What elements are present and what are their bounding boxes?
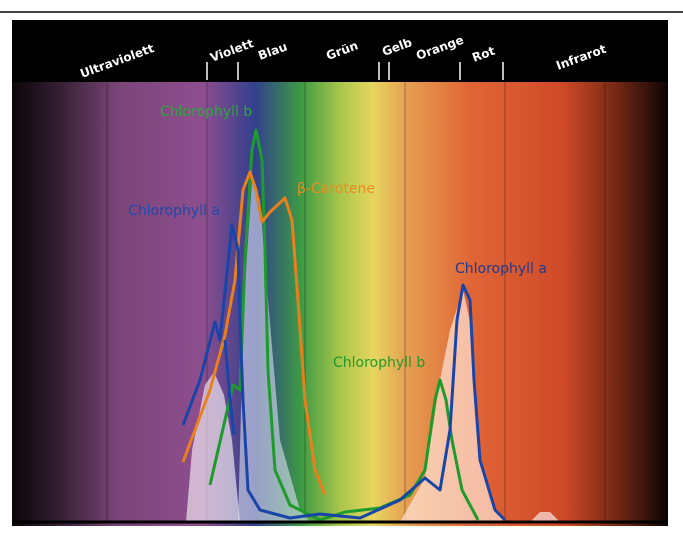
curve-label: Chlorophyll a [455, 261, 547, 277]
curve-label: Chlorophyll b [160, 104, 252, 120]
curve-label: Chlorophyll b [333, 355, 425, 371]
spectrum-diagram: Ultraviolett Violett Blau Grün Gelb Oran… [0, 0, 683, 536]
curve-label: Chlorophyll a [128, 203, 220, 219]
curve-label: β-Carotene [297, 181, 375, 197]
spectrum [12, 82, 668, 526]
